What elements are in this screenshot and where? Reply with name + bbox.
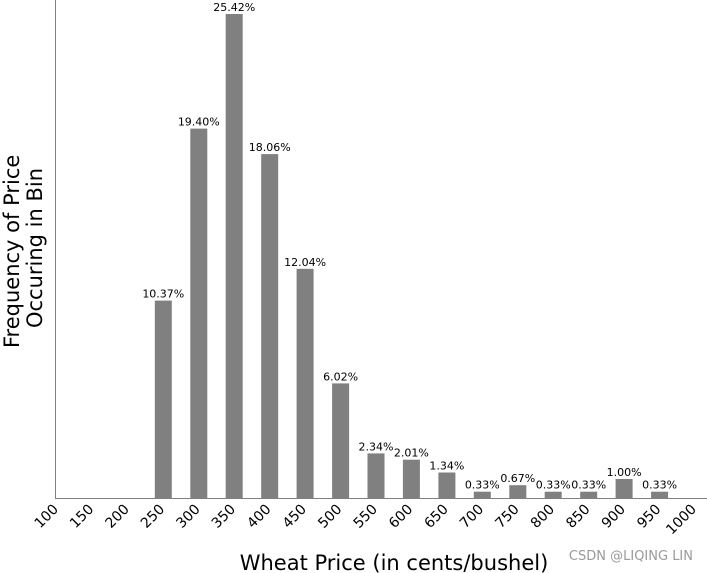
x-tick-labels-group: 100 150 200 250 300 350 400 450 500 550 600 650 700 7… [32, 502, 700, 539]
data-label-600: 2.01% [394, 447, 429, 460]
data-label-300: 19.40% [178, 116, 220, 129]
data-label-900: 1.00% [607, 466, 642, 479]
y-axis-label-line-2: Occuring in Bin [23, 168, 47, 328]
bar-750 [509, 485, 527, 498]
bar-350 [225, 14, 243, 498]
bar-900 [615, 479, 633, 498]
x-tick-label-950: 950 [634, 502, 664, 532]
data-label-400: 18.06% [249, 141, 291, 154]
data-label-250: 10.37% [142, 288, 184, 301]
x-tick-label-250: 250 [138, 502, 168, 532]
data-label-350: 25.42% [213, 1, 255, 14]
x-tick-label-850: 850 [563, 502, 593, 532]
x-tick-label-750: 750 [492, 502, 522, 532]
data-label-550: 2.34% [359, 440, 394, 453]
x-tick-label-100: 100 [32, 502, 62, 532]
x-tick-label-600: 600 [386, 502, 416, 532]
bar-850 [580, 491, 598, 498]
bar-950 [651, 491, 669, 498]
bar-700 [473, 491, 491, 498]
watermark: CSDN @LIQING LIN [569, 549, 693, 564]
x-tick-label-650: 650 [422, 502, 452, 532]
data-label-800: 0.33% [536, 479, 571, 492]
data-label-850: 0.33% [571, 479, 606, 492]
x-tick-label-800: 800 [528, 502, 558, 532]
x-tick-label-900: 900 [599, 502, 629, 532]
bar-250 [154, 300, 172, 498]
x-tick-label-300: 300 [173, 502, 203, 532]
data-label-500: 6.02% [323, 370, 358, 383]
bar-600 [402, 459, 420, 498]
x-axis-label: Wheat Price (in cents/bushel) [240, 551, 549, 573]
x-tick-label-450: 450 [280, 502, 310, 532]
bar-500 [332, 383, 350, 498]
bar-450 [296, 268, 314, 498]
x-tick-label-500: 500 [315, 502, 345, 532]
bars-group [154, 14, 669, 498]
x-tick-label-1000: 1000 [663, 502, 700, 539]
bar-400 [261, 154, 279, 498]
x-tick-label-350: 350 [209, 502, 239, 532]
y-axis-label-line-1: Frequency of Price [0, 155, 24, 348]
x-tick-label-550: 550 [351, 502, 381, 532]
data-label-450: 12.04% [284, 256, 326, 269]
bar-650 [438, 472, 456, 498]
data-label-700: 0.33% [465, 479, 500, 492]
data-labels-group: 10.37% 19.40% 25.42% 18.06% 12.04% 6.02% 2.34%… [142, 1, 677, 492]
x-tick-label-400: 400 [244, 502, 274, 532]
x-tick-label-700: 700 [457, 502, 487, 532]
x-tick-label-150: 150 [67, 502, 97, 532]
y-axis-label: Frequency of Price Occuring in Bin [0, 148, 47, 348]
x-tick-label-200: 200 [103, 502, 133, 532]
bar-300 [190, 128, 208, 498]
bar-800 [544, 491, 562, 498]
data-label-950: 0.33% [642, 479, 677, 492]
bar-550 [367, 453, 385, 498]
data-label-650: 1.34% [429, 460, 464, 473]
data-label-750: 0.67% [500, 472, 535, 485]
